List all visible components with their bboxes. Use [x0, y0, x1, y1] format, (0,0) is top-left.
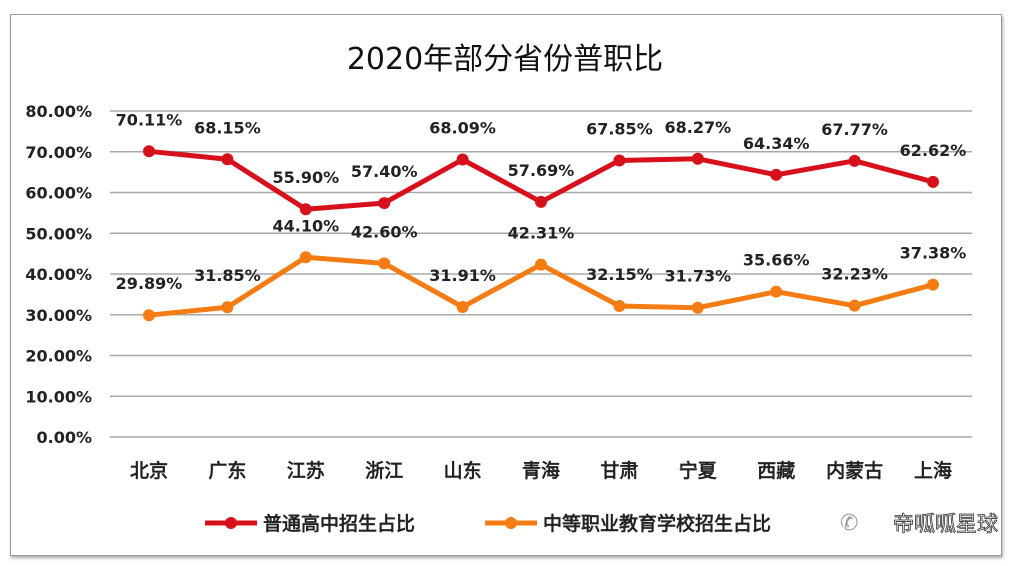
data-label: 31.85% — [194, 266, 261, 285]
x-tick-label: 西藏 — [757, 459, 795, 482]
x-tick-label: 宁夏 — [679, 459, 718, 482]
data-point — [770, 285, 783, 298]
data-label: 55.90% — [272, 168, 339, 187]
data-point — [456, 153, 469, 166]
x-tick-label: 上海 — [914, 459, 952, 482]
wechat-icon: ✆ — [840, 511, 858, 536]
legend-label: 普通高中招生占比 — [263, 512, 415, 535]
y-tick-label: 10.00% — [25, 387, 92, 406]
data-point — [613, 299, 626, 312]
legend-marker — [505, 517, 517, 529]
data-label: 29.89% — [116, 274, 183, 293]
y-tick-label: 20.00% — [25, 347, 92, 366]
data-point — [143, 145, 155, 158]
data-label: 70.11% — [116, 110, 183, 129]
chart-title: 2020年部分省份普职比 — [347, 42, 663, 77]
data-label: 57.69% — [508, 161, 575, 180]
legend-marker — [225, 517, 237, 529]
data-label: 68.15% — [194, 118, 261, 137]
data-label: 31.73% — [664, 267, 731, 286]
y-tick-label: 50.00% — [25, 224, 92, 243]
data-point — [456, 300, 469, 313]
data-point — [378, 257, 391, 270]
data-label: 37.38% — [900, 244, 967, 263]
x-tick-label: 北京 — [130, 459, 168, 482]
data-point — [927, 175, 939, 188]
data-label: 64.34% — [743, 134, 810, 153]
data-point — [613, 154, 626, 167]
y-tick-label: 70.00% — [25, 143, 92, 162]
data-label: 67.77% — [821, 120, 888, 139]
x-tick-label: 广东 — [208, 459, 246, 482]
x-tick-label: 江苏 — [287, 459, 325, 482]
data-point — [378, 197, 391, 210]
x-tick-label: 青海 — [522, 459, 560, 482]
y-tick-label: 0.00% — [36, 428, 92, 447]
data-point — [848, 154, 861, 167]
data-label: 44.10% — [272, 216, 339, 235]
data-label: 67.85% — [586, 120, 653, 139]
data-point — [535, 195, 547, 208]
y-tick-label: 40.00% — [25, 265, 92, 284]
data-label: 68.09% — [429, 119, 496, 138]
data-point — [221, 301, 234, 314]
data-point — [299, 251, 312, 264]
data-label: 32.23% — [821, 265, 888, 284]
watermark: 帝呱呱星球 — [893, 512, 998, 536]
y-tick-label: 30.00% — [25, 306, 92, 325]
data-point — [691, 152, 704, 165]
data-point — [691, 301, 704, 314]
x-tick-label: 内蒙古 — [826, 459, 883, 482]
data-label: 35.66% — [743, 251, 810, 270]
x-tick-label: 浙江 — [365, 459, 403, 482]
data-label: 31.91% — [429, 266, 496, 285]
data-label: 57.40% — [351, 162, 418, 181]
data-point — [535, 258, 547, 271]
x-tick-label: 山东 — [444, 459, 482, 482]
data-point — [221, 153, 234, 166]
data-label: 42.31% — [508, 224, 575, 243]
y-tick-label: 60.00% — [25, 184, 92, 203]
data-point — [848, 299, 861, 312]
y-tick-label: 80.00% — [25, 102, 92, 121]
data-point — [143, 309, 155, 322]
data-label: 68.27% — [664, 118, 731, 137]
data-point — [299, 203, 312, 216]
data-label: 62.62% — [900, 141, 967, 160]
x-tick-label: 甘肃 — [600, 459, 638, 482]
data-point — [927, 278, 939, 291]
data-point — [770, 168, 783, 181]
data-label: 42.60% — [351, 222, 418, 241]
legend-label: 中等职业教育学校招生占比 — [543, 512, 771, 535]
data-label: 32.15% — [586, 265, 653, 284]
